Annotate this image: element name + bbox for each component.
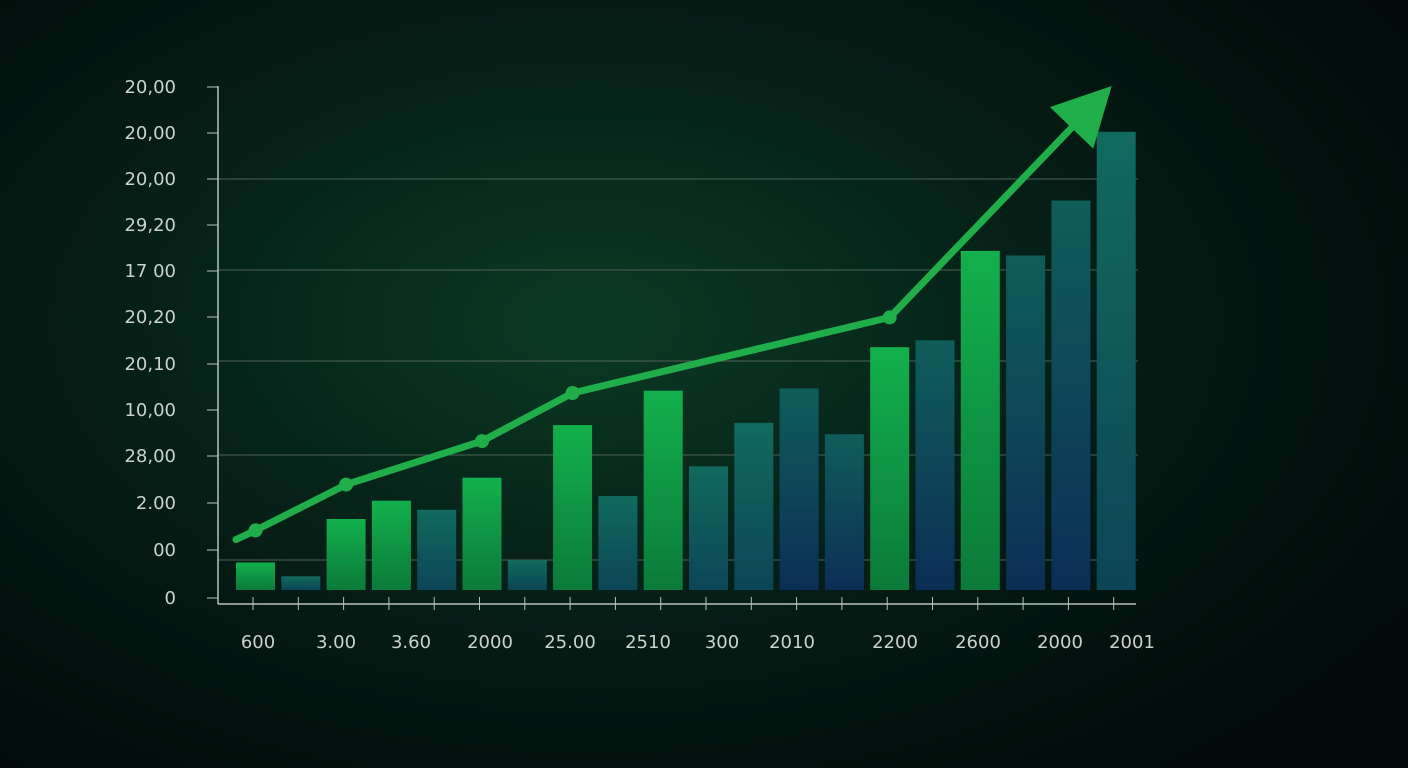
y-tick-label-3: 29,20 xyxy=(124,215,176,236)
trend-point-0 xyxy=(248,523,263,538)
bar-5 xyxy=(462,477,502,590)
y-tick-label-7: 10,00 xyxy=(124,400,176,421)
y-axis-ticks: 20,00 20,00 20,00 29,20 17 00 20,20 20,10 10,00… xyxy=(124,77,218,609)
y-tick-label-6: 20,10 xyxy=(124,354,176,375)
x-tick-label-7: 2010 xyxy=(769,632,815,653)
x-tick-label-4: 25.00 xyxy=(544,632,596,653)
axes xyxy=(217,86,1136,605)
x-tick-label-6: 300 xyxy=(705,632,739,653)
bar-19 xyxy=(1096,131,1136,591)
x-tick-label-1: 3.00 xyxy=(316,632,356,653)
bar-12 xyxy=(779,388,819,590)
trend-point-4 xyxy=(882,310,897,325)
x-tick-label-0: 600 xyxy=(241,632,275,653)
x-tick-label-2: 3.60 xyxy=(391,632,431,653)
bar-7 xyxy=(553,425,593,590)
trend-point-3 xyxy=(565,386,580,400)
y-tick-label-1: 20,00 xyxy=(124,123,176,144)
x-tick-label-10: 2000 xyxy=(1037,632,1083,653)
bar-1 xyxy=(281,576,321,590)
y-tick-label-4: 17 00 xyxy=(124,261,176,282)
y-tick-label-10: 00 xyxy=(153,540,176,561)
y-tick-label-8: 28,00 xyxy=(124,446,176,467)
trend-point-2 xyxy=(475,434,489,449)
y-tick-label-11: 0 xyxy=(165,588,176,609)
bar-8 xyxy=(598,496,638,590)
trend-arrowhead xyxy=(1049,86,1112,149)
x-axis-ticks: 600 3.00 3.60 2000 25.00 2510 300 2010 2200 2600 2… xyxy=(241,597,1155,653)
bar-18 xyxy=(1051,200,1091,590)
x-tick-label-5: 2510 xyxy=(625,632,671,653)
y-tick-label-0: 20,00 xyxy=(124,77,176,98)
y-tick-label-2: 20,00 xyxy=(124,169,176,190)
bar-9 xyxy=(643,390,683,590)
bar-13 xyxy=(824,434,864,590)
x-tick-label-11: 2001 xyxy=(1109,632,1155,653)
x-tick-label-8: 2200 xyxy=(872,632,918,653)
bar-11 xyxy=(734,422,774,590)
trend-line-group xyxy=(232,86,1112,544)
bar-14 xyxy=(870,347,910,590)
bar-4 xyxy=(417,509,457,590)
bar-0 xyxy=(236,562,275,590)
y-tick-label-5: 20,20 xyxy=(124,307,176,328)
bar-2 xyxy=(326,519,366,590)
trend-point-1 xyxy=(339,477,354,492)
bar-16 xyxy=(960,250,1000,590)
bar-17 xyxy=(1006,255,1046,590)
x-tick-label-9: 2600 xyxy=(955,632,1001,653)
bars xyxy=(236,131,1136,591)
x-tick-label-3: 2000 xyxy=(467,632,513,653)
bar-3 xyxy=(371,500,411,590)
y-tick-label-9: 2.00 xyxy=(136,493,176,514)
bar-6 xyxy=(507,560,547,590)
bar-10 xyxy=(689,466,728,590)
bar-15 xyxy=(915,340,955,590)
